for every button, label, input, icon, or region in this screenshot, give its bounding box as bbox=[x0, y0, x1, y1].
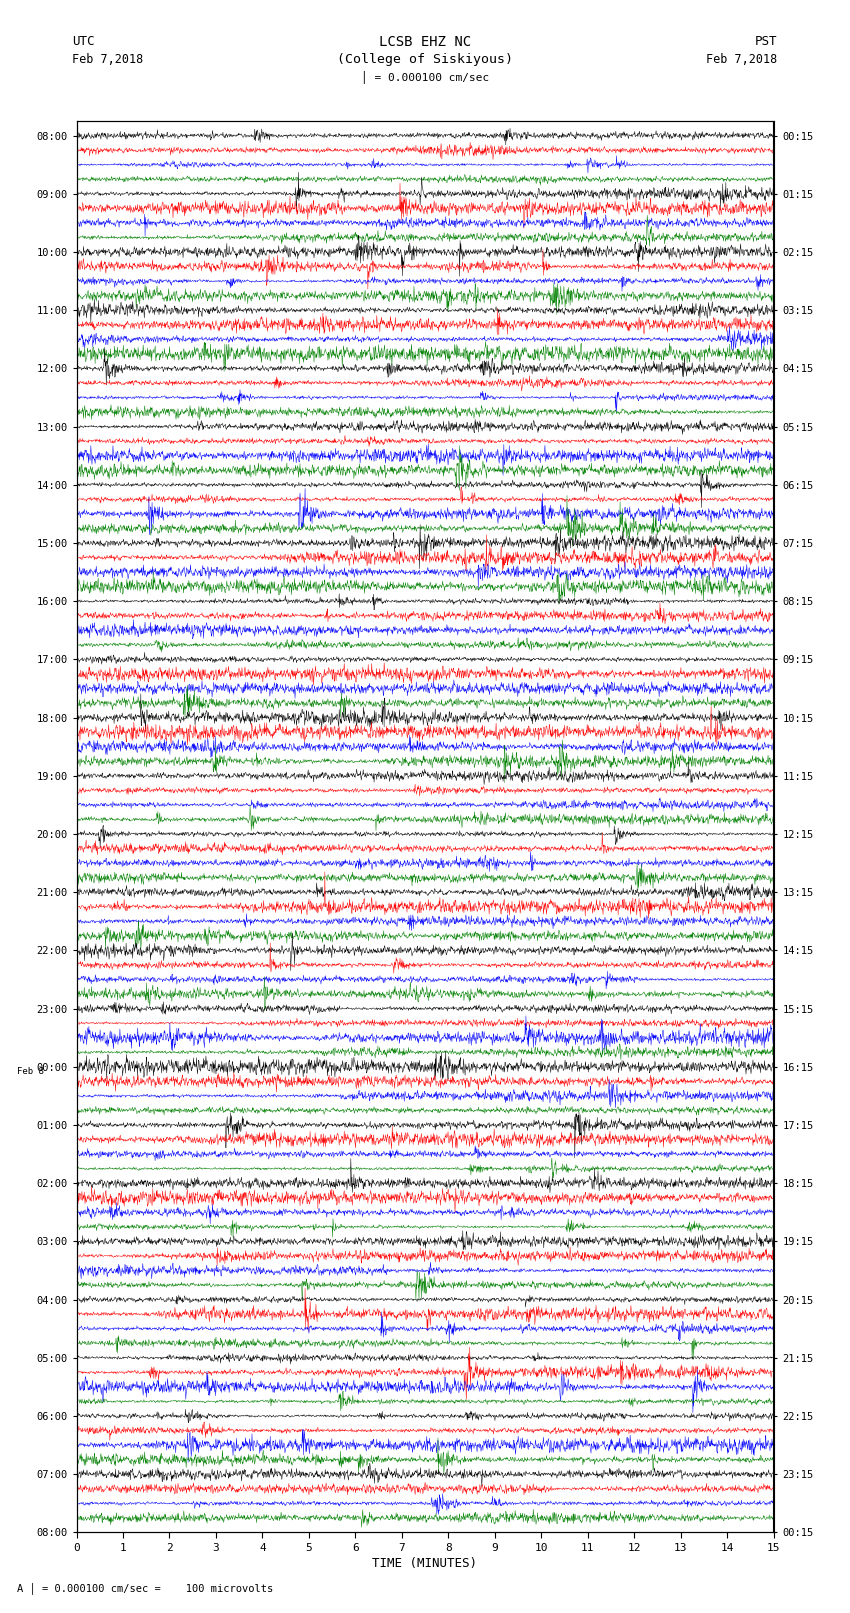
Text: Feb 7,2018: Feb 7,2018 bbox=[72, 53, 144, 66]
Text: │ = 0.000100 cm/sec: │ = 0.000100 cm/sec bbox=[361, 71, 489, 84]
X-axis label: TIME (MINUTES): TIME (MINUTES) bbox=[372, 1557, 478, 1569]
Text: UTC: UTC bbox=[72, 35, 94, 48]
Text: PST: PST bbox=[756, 35, 778, 48]
Text: Feb 7,2018: Feb 7,2018 bbox=[706, 53, 778, 66]
Text: (College of Siskiyous): (College of Siskiyous) bbox=[337, 53, 513, 66]
Text: Feb 8: Feb 8 bbox=[17, 1066, 44, 1076]
Text: LCSB EHZ NC: LCSB EHZ NC bbox=[379, 35, 471, 50]
Text: A │ = 0.000100 cm/sec =    100 microvolts: A │ = 0.000100 cm/sec = 100 microvolts bbox=[17, 1582, 273, 1594]
